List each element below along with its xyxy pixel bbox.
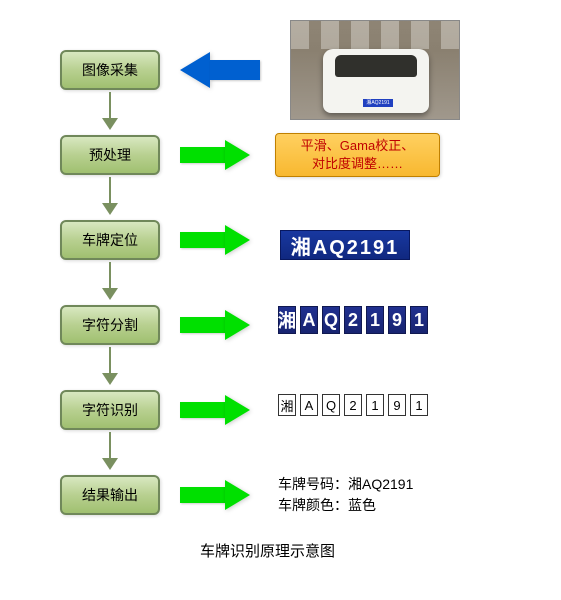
located-plate: 湘AQ2191: [280, 230, 410, 260]
down-arrow-icon: [102, 92, 118, 132]
rec-char: 9: [388, 394, 406, 416]
car-plate-small: 湘AQ2191: [363, 99, 393, 107]
node-label: 预处理: [89, 145, 131, 165]
node-label: 字符识别: [82, 400, 138, 420]
node-capture: 图像采集: [60, 50, 160, 90]
result-plate-label: 车牌号码：: [278, 476, 348, 492]
seg-char: 1: [366, 306, 384, 334]
seg-char: 湘: [278, 306, 296, 334]
down-arrow-icon: [102, 177, 118, 217]
down-arrow-icon: [102, 347, 118, 387]
result-output: 车牌号码：湘AQ2191 车牌颜色：蓝色: [278, 474, 413, 516]
rec-char: A: [300, 394, 318, 416]
green-arrow-right-icon: [180, 395, 250, 425]
seg-char: 2: [344, 306, 362, 334]
node-label: 车牌定位: [82, 230, 138, 250]
down-arrow-icon: [102, 432, 118, 472]
rec-char: 2: [344, 394, 362, 416]
segmented-chars: 湘 A Q 2 1 9 1: [278, 306, 428, 334]
diagram-caption: 车牌识别原理示意图: [200, 540, 335, 561]
seg-char: 9: [388, 306, 406, 334]
node-preprocess: 预处理: [60, 135, 160, 175]
located-plate-text: 湘AQ2191: [291, 231, 400, 260]
result-plate-value: 湘AQ2191: [348, 476, 413, 492]
down-arrow-icon: [102, 262, 118, 302]
lpr-flow-diagram: 图像采集 预处理 车牌定位 字符分割 字符识别 结果输出 湘AQ2191 平滑、…: [10, 20, 550, 580]
seg-char: Q: [322, 306, 340, 334]
green-arrow-right-icon: [180, 225, 250, 255]
green-arrow-right-icon: [180, 140, 250, 170]
node-segment: 字符分割: [60, 305, 160, 345]
rec-char: 湘: [278, 394, 296, 416]
result-color-value: 蓝色: [348, 497, 376, 513]
preprocess-line2: 对比度调整……: [312, 156, 403, 171]
node-label: 字符分割: [82, 315, 138, 335]
car-photo: 湘AQ2191: [290, 20, 460, 120]
seg-char: 1: [410, 306, 428, 334]
green-arrow-right-icon: [180, 310, 250, 340]
node-locate: 车牌定位: [60, 220, 160, 260]
rec-char: Q: [322, 394, 340, 416]
recognized-chars: 湘 A Q 2 1 9 1: [278, 394, 428, 416]
blue-arrow-left-icon: [180, 52, 260, 88]
rec-char: 1: [366, 394, 384, 416]
seg-char: A: [300, 306, 318, 334]
preprocess-line1: 平滑、Gama校正、: [301, 138, 414, 153]
node-output: 结果输出: [60, 475, 160, 515]
node-label: 图像采集: [82, 60, 138, 80]
node-label: 结果输出: [82, 485, 138, 505]
node-recognize: 字符识别: [60, 390, 160, 430]
preprocess-description: 平滑、Gama校正、 对比度调整……: [275, 133, 440, 177]
green-arrow-right-icon: [180, 480, 250, 510]
rec-char: 1: [410, 394, 428, 416]
result-color-label: 车牌颜色：: [278, 497, 348, 513]
